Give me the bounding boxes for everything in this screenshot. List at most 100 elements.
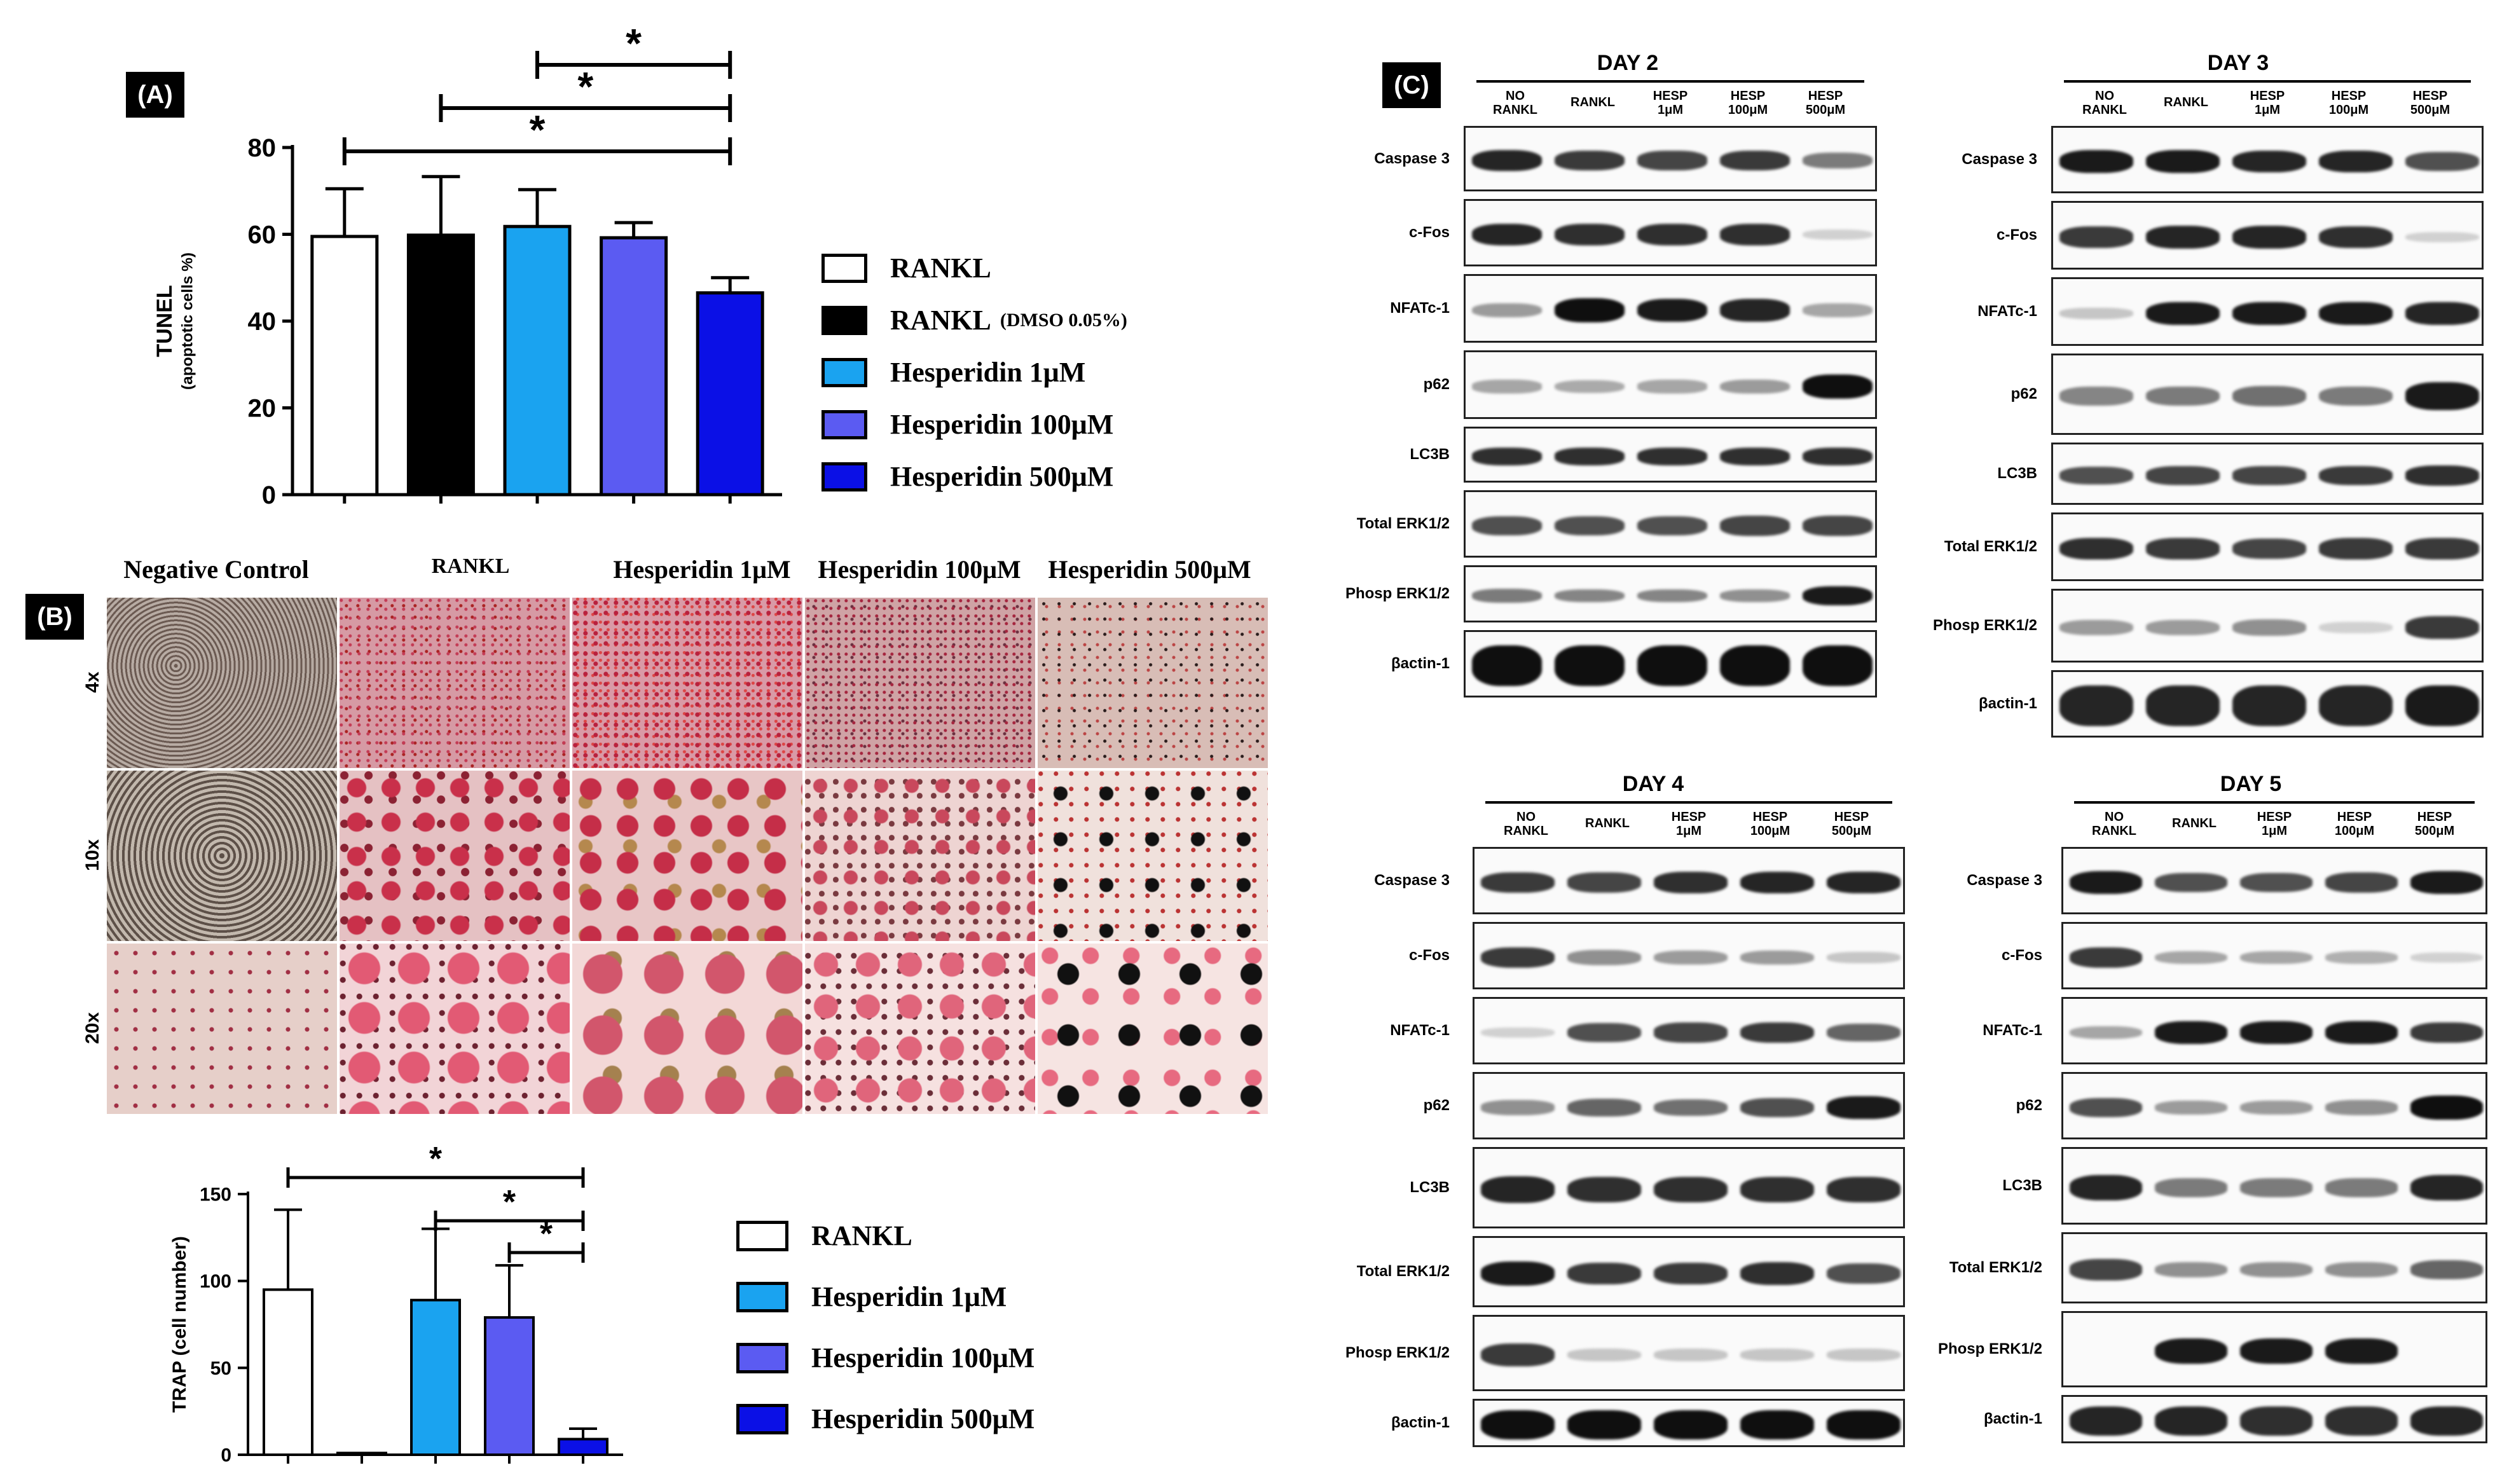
blot-band xyxy=(2059,226,2133,248)
legend-label: Hesperidin 100μM xyxy=(811,1342,1035,1373)
blot-band xyxy=(1827,1096,1901,1120)
blot-row-label: βactin-1 xyxy=(1983,1410,2042,1427)
y-axis-label: TUNEL xyxy=(153,285,177,357)
blot-band xyxy=(2325,1338,2398,1364)
blot-row-label: Total ERK1/2 xyxy=(1949,1259,2042,1276)
blot-band xyxy=(2059,149,2133,174)
blot-band xyxy=(2319,465,2393,486)
blot-band xyxy=(2155,1020,2227,1045)
blot-lane-label: HESP 1μM xyxy=(1648,810,1729,838)
blot-row-label: NFATc-1 xyxy=(1983,1022,2042,1039)
blot-band xyxy=(1481,1261,1555,1286)
legend-label: Hesperidin 500μM xyxy=(811,1403,1035,1434)
blot-lane-label-line: 500μM xyxy=(2410,103,2451,117)
significance-star: * xyxy=(429,1141,443,1178)
blot-lane-label-line: HESP xyxy=(1752,810,1788,824)
blot-band xyxy=(1472,380,1542,394)
blot-band xyxy=(1555,447,1625,466)
blot-band xyxy=(1654,872,1728,893)
blot-band xyxy=(2232,538,2306,560)
blot-strip xyxy=(1473,1399,1905,1447)
blot-band xyxy=(1567,1176,1641,1203)
blot-band xyxy=(2319,622,2393,633)
bar-3 xyxy=(503,224,572,497)
legend-swatch xyxy=(821,409,867,439)
blot-band xyxy=(1720,447,1790,466)
blot-band xyxy=(1637,380,1707,394)
blot-band xyxy=(1740,1097,1814,1118)
micrograph-tile xyxy=(1036,942,1269,1115)
blot-band xyxy=(2155,1178,2227,1197)
blot-band xyxy=(1472,589,1542,603)
blot-row-label: p62 xyxy=(1423,1097,1450,1114)
blot-band xyxy=(1555,516,1625,536)
panel-label-c: (C) xyxy=(1382,62,1441,108)
blot-band xyxy=(1481,1176,1555,1204)
micrograph-tile xyxy=(804,769,1036,942)
blot-band xyxy=(2405,151,2479,172)
y-tick-label: 100 xyxy=(200,1271,231,1292)
blot-band xyxy=(1720,516,1790,536)
blot-band xyxy=(1740,1349,1814,1361)
blot-band xyxy=(2405,538,2479,560)
blot-band xyxy=(2319,685,2393,726)
significance-star: * xyxy=(540,1216,553,1253)
blot-strip xyxy=(1473,922,1905,989)
blot-band xyxy=(1481,1100,1555,1115)
blot-band xyxy=(2070,1174,2142,1201)
blot-band xyxy=(2240,1338,2313,1364)
blot-band xyxy=(2325,1100,2398,1115)
blot-strip xyxy=(2051,589,2484,663)
blot-band xyxy=(2319,301,2393,326)
blot-band xyxy=(1654,950,1728,965)
blot-row-label: NFATc-1 xyxy=(1390,1022,1450,1039)
blot-band xyxy=(2240,1100,2313,1115)
blot-row-label: Phosp ERK1/2 xyxy=(1345,1344,1450,1361)
blot-lane-label: RANKL xyxy=(2145,95,2227,109)
blot-strip xyxy=(1464,490,1877,558)
blot-band xyxy=(1803,586,1873,606)
panel-label-b: (B) xyxy=(25,594,84,640)
blot-strip xyxy=(2061,847,2487,914)
micrograph-column-header: Hesperidin 100μM xyxy=(818,555,1021,584)
blot-lane-label: NO RANKL xyxy=(2074,810,2154,838)
blot-band xyxy=(2405,465,2479,486)
trap-legend-item: Hesperidin 1μM xyxy=(736,1281,1007,1313)
blot-band xyxy=(2240,951,2313,965)
blot-band xyxy=(1637,447,1707,466)
blot-band xyxy=(1654,1349,1728,1361)
blot-band xyxy=(1481,872,1555,893)
blot-band xyxy=(2325,951,2398,964)
blot-strip xyxy=(1464,427,1877,483)
blot-row-label: c-Fos xyxy=(2001,947,2042,964)
blot-band xyxy=(1720,150,1790,171)
blot-band xyxy=(2405,302,2479,325)
blot-band xyxy=(2325,872,2398,893)
blot-strip xyxy=(1464,350,1877,419)
micrograph-tile xyxy=(804,596,1036,769)
blot-strip xyxy=(2051,354,2484,435)
blot-lane-label-line: RANKL xyxy=(1493,103,1537,117)
blot-row-label: LC3B xyxy=(2002,1177,2042,1194)
blot-band xyxy=(1803,153,1873,168)
blot-lane-label: HESP 1μM xyxy=(1632,89,1709,117)
micrograph-tile xyxy=(571,769,804,942)
y-tick-label: 0 xyxy=(221,1445,231,1466)
blot-strip xyxy=(2051,201,2484,270)
blot-band xyxy=(2070,1406,2142,1436)
blot-band xyxy=(2155,1100,2227,1115)
blot-row-label: p62 xyxy=(2011,385,2037,402)
legend-label: Hesperidin 1μM xyxy=(890,357,1086,388)
blot-band xyxy=(2410,870,2483,895)
blot-band xyxy=(2155,951,2227,965)
blot-band xyxy=(2146,301,2220,326)
blot-band xyxy=(2325,1406,2398,1436)
blot-band xyxy=(1637,645,1707,686)
blot-band xyxy=(2325,1020,2398,1045)
blot-row-label: Phosp ERK1/2 xyxy=(1345,585,1450,602)
y-tick-label: 80 xyxy=(248,134,277,162)
blot-strip xyxy=(2061,1147,2487,1225)
blot-band xyxy=(2405,685,2479,726)
significance-star: * xyxy=(577,64,593,109)
blot-band xyxy=(1720,299,1790,322)
